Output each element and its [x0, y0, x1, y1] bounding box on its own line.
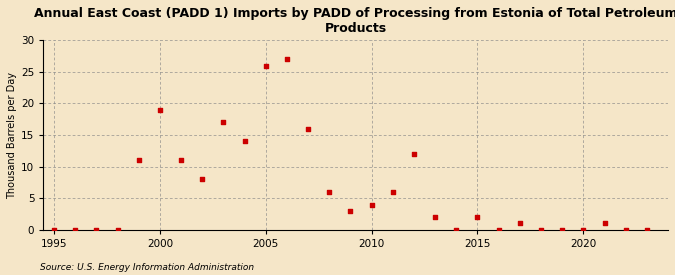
Point — [367, 202, 377, 207]
Point — [281, 57, 292, 61]
Point — [578, 228, 589, 232]
Point — [557, 228, 568, 232]
Point — [218, 120, 229, 125]
Point — [514, 221, 525, 226]
Point — [176, 158, 186, 163]
Point — [197, 177, 208, 182]
Point — [133, 158, 144, 163]
Point — [345, 209, 356, 213]
Point — [408, 152, 419, 156]
Point — [387, 190, 398, 194]
Point — [91, 228, 102, 232]
Point — [261, 63, 271, 68]
Point — [112, 228, 123, 232]
Point — [430, 215, 441, 219]
Point — [324, 190, 335, 194]
Point — [49, 228, 59, 232]
Title: Annual East Coast (PADD 1) Imports by PADD of Processing from Estonia of Total P: Annual East Coast (PADD 1) Imports by PA… — [34, 7, 675, 35]
Y-axis label: Thousand Barrels per Day: Thousand Barrels per Day — [7, 72, 17, 199]
Point — [620, 228, 631, 232]
Point — [472, 215, 483, 219]
Point — [451, 228, 462, 232]
Point — [493, 228, 504, 232]
Point — [641, 228, 652, 232]
Point — [70, 228, 80, 232]
Text: Source: U.S. Energy Information Administration: Source: U.S. Energy Information Administ… — [40, 263, 254, 272]
Point — [155, 108, 165, 112]
Point — [599, 221, 610, 226]
Point — [302, 126, 313, 131]
Point — [535, 228, 546, 232]
Point — [239, 139, 250, 144]
